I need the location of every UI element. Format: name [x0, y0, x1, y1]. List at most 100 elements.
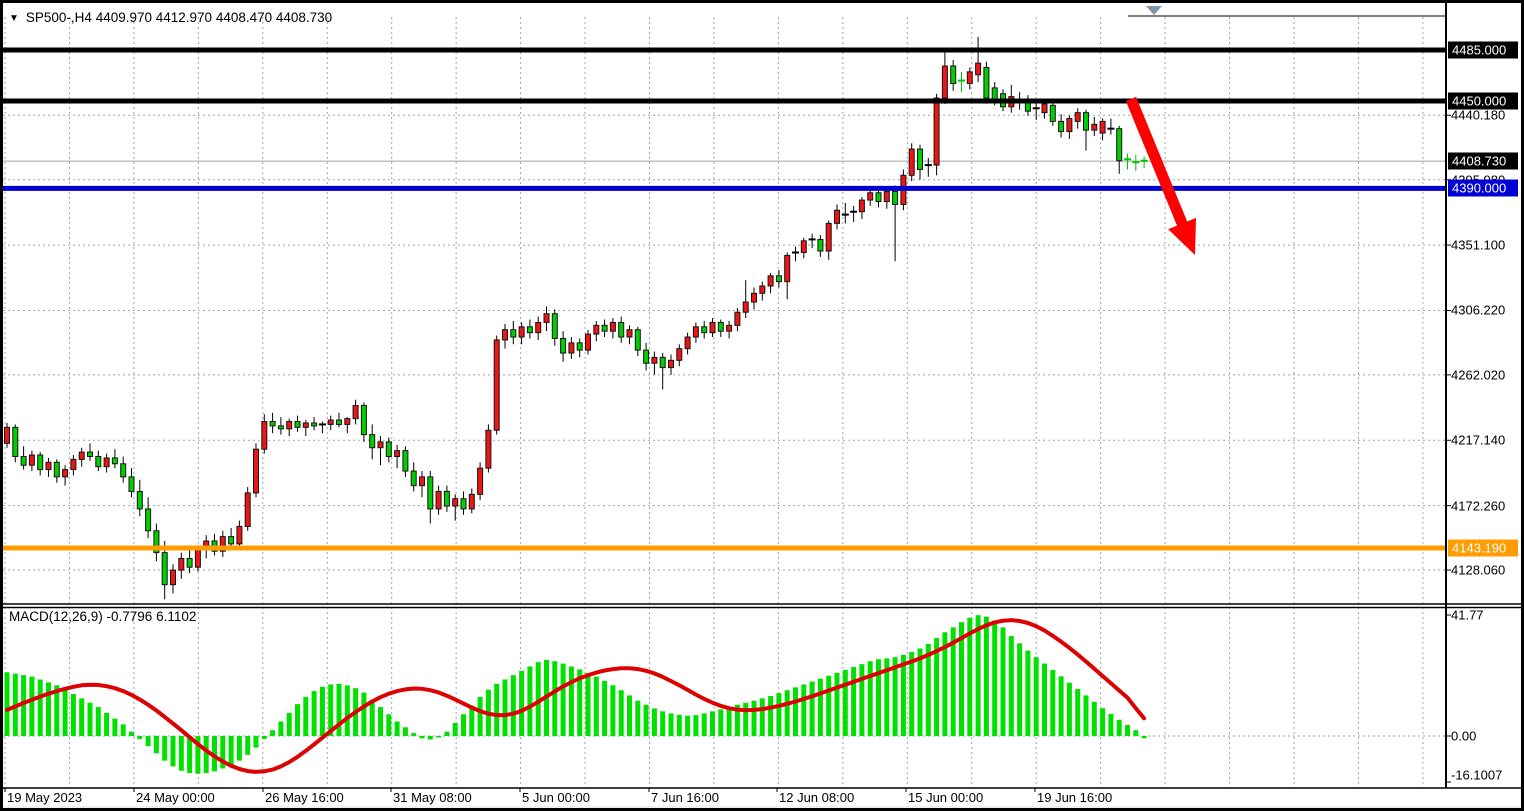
macd-histogram-bar	[444, 731, 450, 736]
candle	[1083, 109, 1089, 151]
candle	[87, 443, 93, 461]
candle	[302, 420, 309, 437]
macd-axis-label: 41.77	[1451, 607, 1484, 623]
macd-histogram-bar	[319, 686, 325, 736]
macd-histogram-bar	[62, 689, 68, 736]
macd-histogram-bar	[153, 736, 159, 754]
chart-shift-marker-icon[interactable]	[1146, 6, 1162, 15]
candle	[767, 272, 774, 294]
macd-histogram-bar	[461, 714, 466, 736]
macd-histogram-bar	[411, 733, 417, 736]
macd-histogram-bar	[734, 704, 740, 736]
symbol-dropdown-icon[interactable]: ▼	[9, 13, 19, 24]
macd-histogram-bar	[635, 700, 641, 736]
candle	[510, 320, 517, 345]
candle	[526, 319, 533, 339]
macd-histogram-bar	[1008, 636, 1014, 736]
macd-histogram-bar	[535, 662, 541, 736]
macd-histogram-bar	[967, 617, 973, 736]
macd-histogram-bar	[842, 669, 848, 736]
macd-histogram-bar	[892, 657, 898, 736]
macd-histogram-bar	[270, 730, 276, 736]
time-axis-label: 24 May 00:00	[136, 790, 215, 805]
candle	[941, 48, 948, 104]
candle	[37, 452, 44, 476]
candle	[452, 494, 459, 521]
candle	[477, 462, 484, 501]
candle	[726, 320, 733, 339]
candle	[170, 564, 176, 594]
candle	[958, 71, 965, 93]
macd-histogram-bar	[568, 666, 574, 736]
price-badge-4390.000[interactable]: 4390.000	[1448, 179, 1518, 197]
candle	[460, 491, 467, 515]
candle	[924, 157, 932, 177]
macd-histogram-bar	[867, 661, 873, 736]
candle	[709, 318, 716, 338]
macd-histogram-bar	[992, 620, 998, 736]
candle	[419, 471, 425, 498]
macd-histogram-bar	[519, 670, 525, 736]
macd-histogram-bar	[793, 687, 798, 736]
chart-svg[interactable]	[3, 3, 1524, 811]
candle	[684, 332, 691, 355]
candle	[817, 235, 824, 257]
macd-histogram-bar	[610, 685, 616, 736]
price-badge-4408.730[interactable]: 4408.730	[1448, 152, 1518, 170]
macd-histogram-bar	[220, 736, 226, 769]
candle	[394, 444, 401, 469]
macd-histogram-bar	[917, 648, 923, 736]
macd-histogram-bar	[1091, 701, 1097, 736]
macd-histogram-bar	[909, 651, 915, 736]
candle	[626, 325, 633, 345]
candle	[385, 437, 392, 463]
candle	[136, 479, 143, 517]
candle	[825, 220, 832, 260]
candle	[12, 424, 19, 463]
price-badge-4143.190[interactable]: 4143.190	[1448, 539, 1518, 557]
candle	[1032, 100, 1040, 120]
macd-histogram-bar	[618, 690, 624, 736]
macd-histogram-bar	[834, 672, 840, 736]
macd-histogram-bar	[386, 714, 392, 736]
macd-histogram-bar	[593, 676, 599, 736]
candle	[1140, 156, 1148, 169]
macd-axis-label: 0.00	[1451, 728, 1477, 744]
macd-histogram-bar	[170, 736, 176, 767]
macd-histogram-bar	[643, 704, 649, 736]
macd-histogram-bar	[602, 680, 608, 736]
candle	[427, 471, 434, 524]
macd-histogram-bar	[378, 707, 383, 736]
macd-histogram-bar	[112, 718, 118, 736]
candle	[518, 322, 525, 345]
candle	[253, 443, 259, 498]
candle	[618, 316, 625, 343]
macd-histogram-bar	[560, 663, 566, 736]
macd-histogram-bar	[245, 736, 251, 755]
candle	[1124, 153, 1131, 170]
macd-histogram-bar	[494, 683, 500, 736]
candle	[369, 424, 376, 460]
candle	[103, 453, 110, 473]
macd-histogram-bar	[959, 622, 964, 736]
candle	[294, 415, 301, 432]
candle	[593, 320, 600, 342]
macd-histogram-bar	[137, 736, 143, 739]
price-axis-label: 4306.220	[1451, 302, 1506, 318]
candle	[867, 189, 874, 206]
macd-histogram-bar	[776, 693, 782, 736]
price-badge-4450.000[interactable]: 4450.000	[1448, 92, 1518, 110]
price-badge-4485.000[interactable]: 4485.000	[1448, 41, 1518, 59]
macd-histogram-bar	[87, 702, 93, 736]
macd-histogram-bar	[402, 727, 408, 736]
macd-histogram-bar	[54, 685, 60, 736]
candle	[277, 417, 284, 435]
macd-histogram-bar	[651, 708, 657, 736]
macd-histogram-bar	[278, 721, 284, 736]
macd-histogram-bar	[817, 678, 823, 736]
candle	[601, 319, 608, 338]
down-arrow-annotation[interactable]	[1125, 96, 1196, 256]
candle	[908, 143, 915, 182]
macd-histogram-bar	[826, 675, 832, 736]
